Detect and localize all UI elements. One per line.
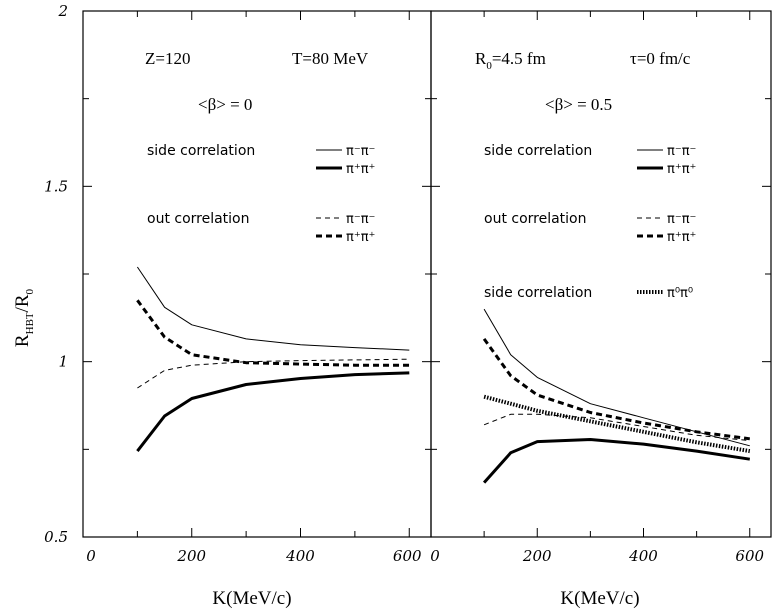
- param-tau: τ=0 fm/c: [630, 49, 691, 68]
- x-tick-label-left: 400: [285, 547, 315, 565]
- legend-group-label: out correlation: [484, 211, 587, 227]
- x-tick-label-left: 0: [86, 547, 96, 565]
- series-line-right-thick-solid: [482, 438, 751, 484]
- series-line-left-thick-solid: [136, 371, 410, 453]
- x-tick-label-right: 200: [522, 547, 552, 565]
- param-beta-left: <β> = 0: [198, 95, 252, 114]
- legend-series-label: π⁺π⁺: [346, 230, 375, 245]
- y-tick-label: 2: [57, 2, 68, 20]
- x-axis-title-left: K(MeV/c): [212, 588, 291, 609]
- legend-group-label: side correlation: [484, 143, 592, 159]
- legend: side correlation π⁻π⁻ π⁺π⁺ out correlation π…: [147, 143, 696, 301]
- y-tick-label: 1: [58, 353, 68, 371]
- x-tick-label-left: 600: [393, 547, 422, 565]
- legend-series-label: π⁺π⁺: [667, 162, 696, 177]
- x-tick-label-right: 0: [430, 547, 440, 565]
- param-temperature: T=80 MeV: [292, 49, 369, 68]
- series-line-left-thin-solid: [136, 266, 410, 351]
- param-r0: R0=4.5 fm: [475, 49, 546, 72]
- legend-series-label: π⁺π⁺: [667, 230, 696, 245]
- legend-group-label: out correlation: [147, 211, 250, 227]
- param-beta-right: <β> = 0.5: [545, 95, 612, 114]
- param-z: Z=120: [145, 49, 190, 68]
- series-line-right-dotted: [483, 394, 751, 454]
- legend-series-label: π⁻π⁻: [346, 144, 375, 159]
- panel-frame-right: [430, 10, 772, 538]
- x-tick-label-right: 400: [628, 547, 658, 565]
- legend-series-label: π⁻π⁻: [667, 144, 696, 159]
- y-tick-label: 0.5: [44, 528, 68, 546]
- y-axis-title: RHBT/R0: [12, 288, 36, 347]
- legend-series-label: π⁻π⁻: [346, 212, 375, 227]
- legend-series-label: π⁻π⁻: [667, 212, 696, 227]
- series-lines: [136, 266, 751, 484]
- x-tick-label-right: 600: [735, 547, 764, 565]
- series-line-right-thick-dashed: [482, 338, 750, 441]
- y-tick-label: 1.5: [44, 177, 68, 195]
- series-line-left-thick-dashed: [136, 299, 410, 367]
- legend-series-label: π⁺π⁺: [346, 162, 375, 177]
- legend-series-label: π⁰π⁰: [667, 286, 693, 301]
- legend-group-label: side correlation: [484, 285, 592, 301]
- x-tick-label-left: 200: [176, 547, 206, 565]
- series-line-right-thin-dashed: [483, 413, 750, 442]
- axis-ticks: 0 200 400 600 0 200 400 600 0.5 1 1.5 2: [44, 2, 771, 565]
- panel-frame-left: [82, 10, 432, 538]
- x-axis-title-right: K(MeV/c): [560, 588, 639, 609]
- legend-group-label: side correlation: [147, 143, 255, 159]
